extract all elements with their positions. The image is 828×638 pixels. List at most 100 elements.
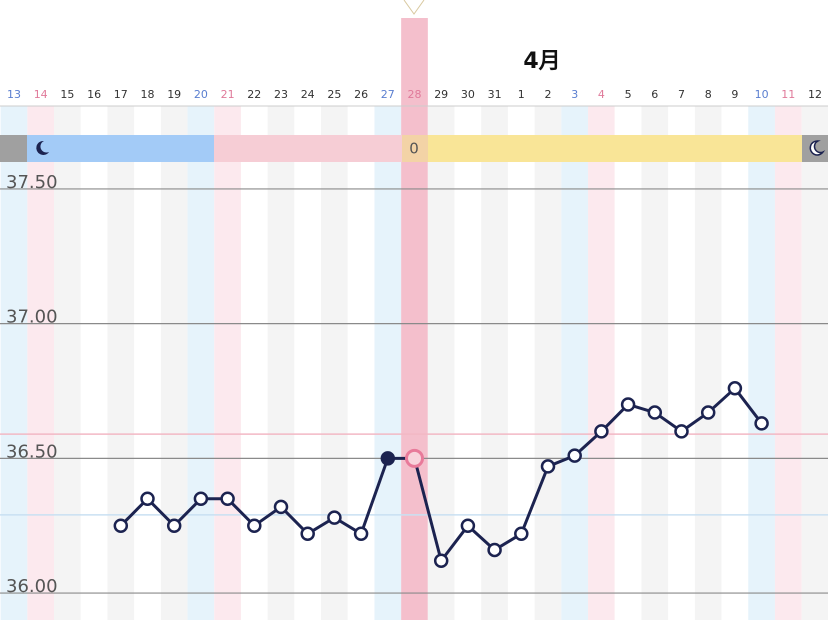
day-column bbox=[694, 106, 722, 620]
day-column bbox=[507, 106, 535, 620]
data-point bbox=[567, 448, 582, 463]
day-column bbox=[134, 106, 161, 620]
data-point bbox=[193, 491, 209, 507]
x-tick-label: 31 bbox=[488, 88, 502, 101]
day-column bbox=[721, 106, 749, 620]
day-column bbox=[481, 106, 508, 620]
marker-text: 0 bbox=[409, 140, 419, 158]
day-column bbox=[267, 106, 295, 620]
day-column bbox=[614, 106, 642, 620]
data-point bbox=[380, 451, 396, 466]
data-point bbox=[113, 518, 129, 533]
day-column bbox=[561, 106, 589, 620]
data-point bbox=[674, 424, 689, 439]
day-columns bbox=[0, 18, 828, 620]
data-point bbox=[700, 405, 716, 420]
day-column bbox=[160, 106, 188, 620]
moon-icon bbox=[809, 140, 826, 156]
x-tick-label: 24 bbox=[301, 88, 315, 101]
data-point bbox=[433, 553, 449, 568]
data-point bbox=[327, 510, 342, 525]
x-tick-label: 17 bbox=[114, 88, 128, 101]
x-tick-label: 2 bbox=[545, 88, 552, 101]
x-tick-label: 18 bbox=[141, 88, 155, 101]
x-tick-label: 22 bbox=[247, 88, 261, 101]
data-point bbox=[273, 499, 289, 515]
day-column bbox=[187, 106, 215, 620]
day-column bbox=[427, 106, 455, 620]
data-point bbox=[220, 491, 235, 507]
x-tick-label: 7 bbox=[678, 88, 685, 101]
x-tick-label: 19 bbox=[167, 88, 181, 101]
x-tick-label: 4 bbox=[598, 88, 605, 101]
day-column bbox=[54, 106, 81, 620]
day-column bbox=[801, 106, 828, 620]
data-point bbox=[140, 491, 155, 507]
data-point bbox=[620, 397, 636, 412]
data-point bbox=[166, 518, 182, 533]
day-column bbox=[641, 106, 669, 620]
x-tick-label: 6 bbox=[651, 88, 658, 101]
data-point bbox=[540, 459, 556, 474]
top-pointer bbox=[403, 0, 425, 15]
phase-band bbox=[27, 135, 214, 162]
data-point bbox=[514, 526, 529, 542]
y-tick-label: 36.00 bbox=[6, 576, 58, 597]
day-column bbox=[240, 106, 268, 620]
x-tick-label: 21 bbox=[221, 88, 235, 101]
x-tick-label: 8 bbox=[705, 88, 712, 101]
x-tick-label: 13 bbox=[7, 88, 21, 101]
phase-band bbox=[428, 135, 802, 162]
day-column bbox=[588, 106, 615, 620]
day-column bbox=[347, 106, 375, 620]
day-column bbox=[321, 106, 348, 620]
x-tick-label: 30 bbox=[461, 88, 475, 101]
y-tick-label: 36.50 bbox=[6, 441, 58, 462]
x-tick-label: 12 bbox=[808, 88, 822, 101]
day-column bbox=[107, 106, 135, 620]
x-tick-label: 5 bbox=[625, 88, 632, 101]
month-label: 4月 bbox=[523, 49, 560, 74]
data-point bbox=[647, 405, 663, 420]
x-tick-label: 15 bbox=[60, 88, 74, 101]
data-point bbox=[487, 542, 502, 558]
day-column bbox=[401, 18, 428, 620]
x-tick-label: 27 bbox=[381, 88, 395, 101]
x-tick-label: 9 bbox=[731, 88, 738, 101]
x-tick-label: 28 bbox=[408, 88, 422, 101]
phase-band bbox=[0, 135, 27, 162]
x-tick-label: 1 bbox=[518, 88, 525, 101]
x-tick-label: 26 bbox=[354, 88, 368, 101]
x-tick-label: 11 bbox=[781, 88, 795, 101]
data-point bbox=[300, 526, 315, 542]
phase-band bbox=[214, 135, 402, 162]
day-column bbox=[454, 106, 482, 620]
x-tick-label: 3 bbox=[571, 88, 578, 101]
day-column bbox=[294, 106, 322, 620]
day-column bbox=[534, 106, 562, 620]
data-point bbox=[353, 526, 369, 542]
data-point bbox=[754, 416, 769, 431]
x-tick-label: 10 bbox=[755, 88, 769, 101]
data-point bbox=[727, 381, 743, 396]
moon-icon bbox=[36, 140, 49, 155]
x-tick-label: 29 bbox=[434, 88, 448, 101]
x-tick-label: 20 bbox=[194, 88, 208, 101]
data-point bbox=[247, 518, 262, 533]
x-tick-label: 14 bbox=[34, 88, 48, 101]
phase-band bbox=[402, 135, 428, 162]
data-point bbox=[594, 424, 609, 439]
data-point bbox=[460, 518, 476, 533]
day-column bbox=[27, 106, 55, 620]
day-column bbox=[374, 106, 402, 620]
y-tick-label: 37.00 bbox=[6, 307, 58, 328]
day-column bbox=[748, 106, 775, 620]
data-point bbox=[405, 448, 424, 468]
x-tick-label: 23 bbox=[274, 88, 288, 101]
x-tick-label: 16 bbox=[87, 88, 101, 101]
day-column bbox=[80, 106, 108, 620]
day-column bbox=[774, 106, 802, 620]
day-column bbox=[0, 106, 28, 620]
x-tick-label: 25 bbox=[327, 88, 341, 101]
